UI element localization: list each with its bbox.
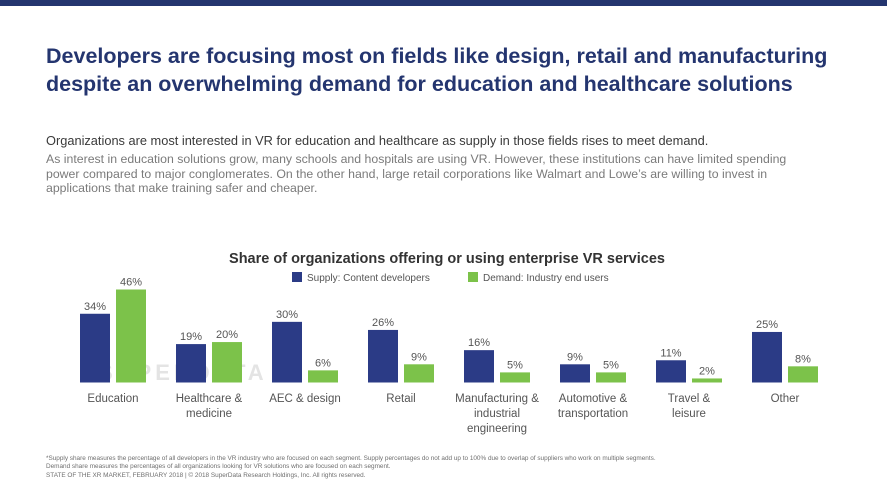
category-label-7: Other (771, 393, 800, 405)
footnote-demand: Demand share measures the percentages of… (46, 463, 391, 471)
category-label-4: Manufacturing & industrial engineering (455, 393, 539, 435)
footnote-supply: *Supply share measures the percentage of… (46, 455, 656, 462)
category-label-0: Education (87, 393, 138, 405)
bar-demand-5 (596, 372, 626, 383)
value-label-demand-2: 6% (315, 357, 331, 369)
lead-sentence: Organizations are most interested in VR … (46, 133, 709, 148)
page-title-line-1: Developers are focusing most on fields l… (46, 44, 828, 68)
bar-demand-3 (404, 364, 434, 383)
value-label-supply-0: 34% (84, 301, 106, 313)
value-label-demand-0: 46% (120, 277, 142, 289)
chart-bars (80, 289, 818, 383)
category-labels: Education Healthcare & medicine AEC & desig… (87, 393, 799, 435)
legend-label-demand: Demand: Industry end users (483, 273, 609, 284)
bar-supply-6 (656, 360, 686, 383)
value-labels: 34% 46% 19% 20% 30% 6% 26% 9% 16% 5% 9% 5% 11% 2% 25% 8… (84, 277, 811, 378)
bar-supply-3 (368, 329, 398, 383)
category-label-3: Retail (386, 393, 415, 405)
bar-supply-5 (560, 364, 590, 383)
legend-swatch-demand (468, 272, 478, 282)
bar-demand-7 (788, 366, 818, 383)
value-label-demand-5: 5% (603, 359, 619, 371)
value-label-demand-3: 9% (411, 351, 427, 363)
bar-supply-2 (272, 321, 302, 383)
bar-supply-7 (752, 331, 782, 383)
value-label-demand-6: 2% (699, 365, 715, 377)
chart-legend: Supply: Content developers Demand: Indust… (292, 272, 609, 284)
bar-supply-4 (464, 350, 494, 383)
body-line-1: As interest in education solutions grow,… (46, 152, 787, 166)
bar-supply-1 (176, 344, 206, 383)
value-label-supply-1: 19% (180, 331, 202, 343)
legend-swatch-supply (292, 272, 302, 282)
value-label-supply-5: 9% (567, 351, 583, 363)
value-label-supply-3: 26% (372, 317, 394, 329)
bar-supply-0 (80, 313, 110, 383)
page-title-line-2: despite an overwhelming demand for educa… (46, 72, 793, 96)
legend-label-supply: Supply: Content developers (307, 273, 430, 284)
footnotes: *Supply share measures the percentage of… (46, 455, 806, 480)
chart-title: Share of organizations offering or using… (229, 251, 665, 267)
value-label-demand-4: 5% (507, 359, 523, 371)
bar-demand-0 (116, 289, 146, 383)
category-label-5: Automotive & transportation (558, 393, 628, 420)
value-label-supply-2: 30% (276, 309, 298, 321)
value-label-demand-1: 20% (216, 329, 238, 341)
source-credit: STATE OF THE XR MARKET, FEBRUARY 2018 | … (46, 471, 366, 479)
value-label-demand-7: 8% (795, 353, 811, 365)
body-line-3: applications that make training safer an… (46, 181, 318, 196)
top-accent-bar (0, 0, 887, 6)
bar-demand-6 (692, 378, 722, 383)
bar-chart: Share of organizations offering or using… (80, 251, 818, 435)
category-label-2: AEC & design (269, 393, 341, 405)
value-label-supply-7: 25% (756, 319, 778, 331)
body-paragraph: As interest in education solutions grow,… (46, 152, 846, 196)
body-line-2: power compared to major conglomerates. O… (46, 166, 768, 181)
bar-demand-1 (212, 342, 242, 383)
bar-demand-2 (308, 370, 338, 383)
value-label-supply-4: 16% (468, 337, 490, 349)
category-label-6: Travel & leisure (668, 393, 711, 420)
page-title: Developers are focusing most on fields l… (46, 42, 866, 98)
category-label-1: Healthcare & medicine (176, 393, 243, 420)
value-label-supply-6: 11% (660, 347, 681, 359)
bar-demand-4 (500, 372, 530, 383)
